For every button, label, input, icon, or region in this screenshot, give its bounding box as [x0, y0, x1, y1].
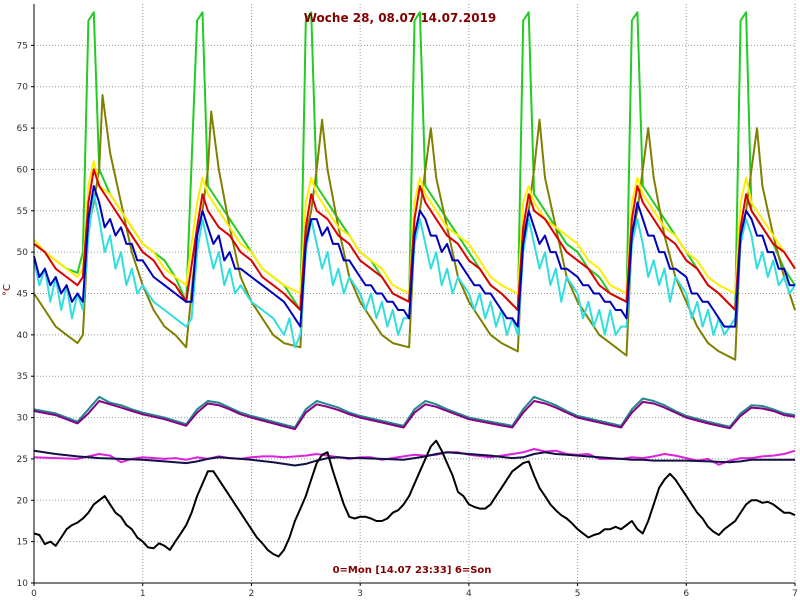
- series-line-11: [33, 439, 796, 558]
- y-tick-label: 60: [17, 165, 29, 175]
- y-tick-label: 40: [17, 331, 29, 341]
- x-tick-label: 0: [31, 589, 37, 599]
- x-tick-label: 7: [792, 589, 798, 599]
- y-tick-label: 15: [17, 538, 28, 548]
- chart-title: Woche 28, 08.07 14.07.2019: [304, 11, 497, 25]
- series-line-3: [33, 160, 796, 295]
- y-axis-label: °C: [2, 284, 13, 296]
- y-tick-label: 75: [17, 41, 28, 51]
- y-tick-label: 30: [17, 414, 29, 424]
- x-tick-label: 5: [575, 589, 581, 599]
- series-line-4: [33, 168, 796, 311]
- series-line-6: [33, 185, 795, 328]
- y-tick-label: 70: [17, 83, 29, 93]
- series-line-8: [33, 400, 796, 431]
- x-tick-label: 2: [249, 589, 255, 599]
- series-group: [33, 11, 796, 558]
- series-line-5: [33, 193, 796, 349]
- x-tick-label: 4: [466, 589, 472, 599]
- x-tick-label: 3: [357, 589, 363, 599]
- series-line-10: [33, 449, 795, 467]
- x-tick-label: 6: [683, 589, 689, 599]
- x-tick-label: 1: [140, 589, 146, 599]
- y-tick-label: 45: [17, 290, 28, 300]
- chart-footer: 0=Mon [14.07 23:33] 6=Son: [333, 565, 492, 576]
- y-tick-label: 35: [17, 372, 28, 382]
- y-tick-label: 65: [17, 124, 28, 134]
- y-tick-label: 10: [17, 579, 29, 589]
- y-tick-label: 50: [17, 248, 29, 258]
- y-tick-label: 55: [17, 207, 28, 217]
- series-line-7: [33, 395, 796, 429]
- y-tick-label: 20: [17, 496, 29, 506]
- y-tick-label: 25: [17, 455, 28, 465]
